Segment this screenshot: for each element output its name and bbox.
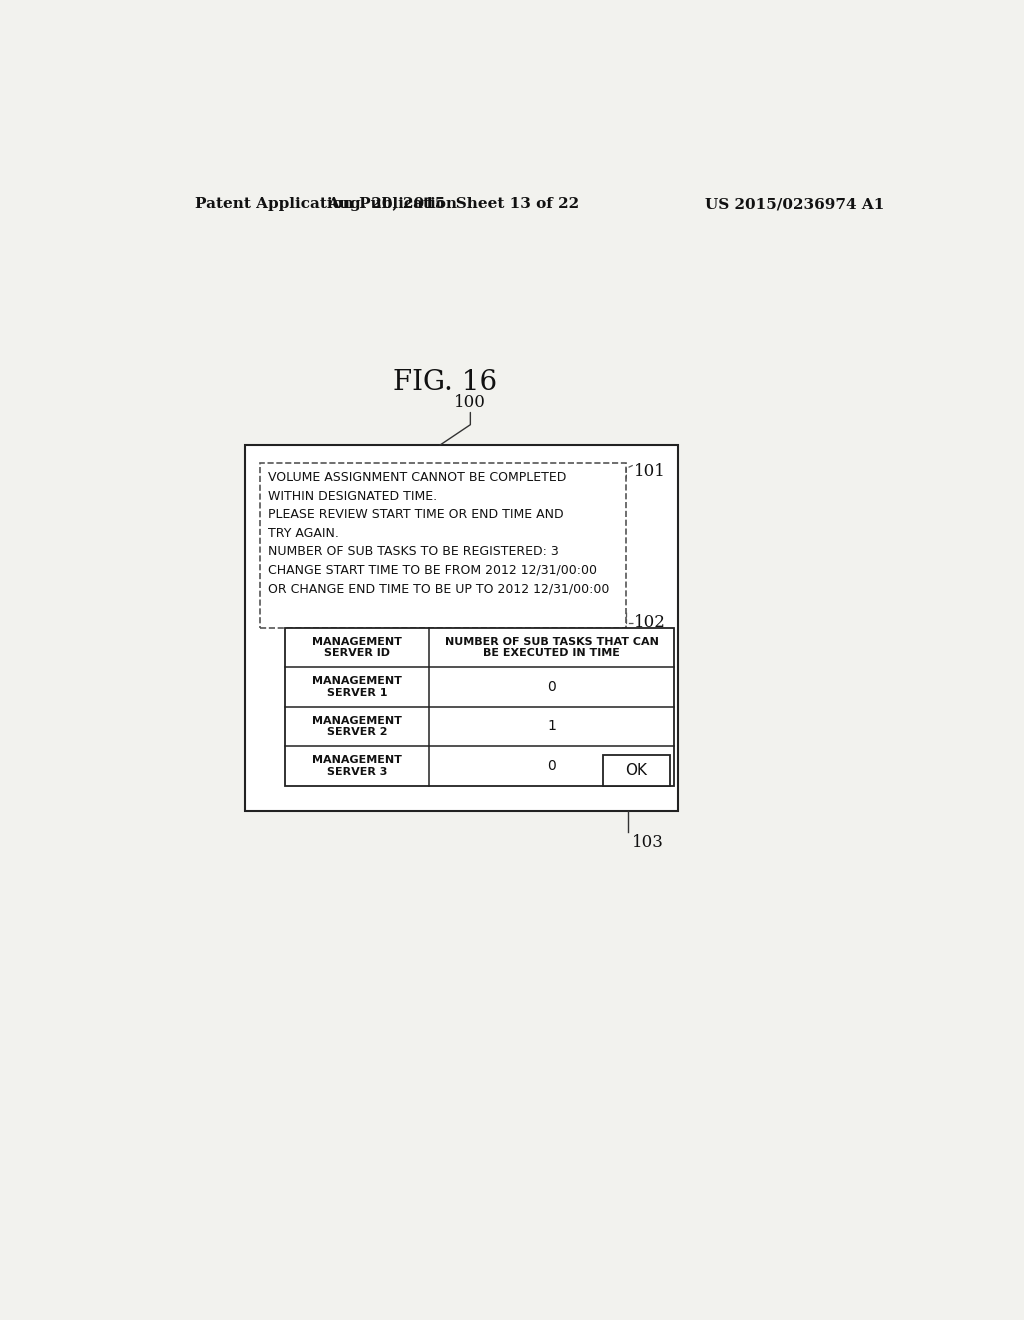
Text: 1: 1: [547, 719, 556, 734]
Text: VOLUME ASSIGNMENT CANNOT BE COMPLETED
WITHIN DESIGNATED TIME.
PLEASE REVIEW STAR: VOLUME ASSIGNMENT CANNOT BE COMPLETED WI…: [267, 471, 609, 595]
Text: MANAGEMENT
SERVER ID: MANAGEMENT SERVER ID: [312, 636, 402, 659]
FancyBboxPatch shape: [246, 445, 678, 810]
Text: Patent Application Publication: Patent Application Publication: [196, 197, 458, 211]
Text: 102: 102: [634, 614, 667, 631]
Text: OK: OK: [626, 763, 647, 777]
Text: Aug. 20, 2015  Sheet 13 of 22: Aug. 20, 2015 Sheet 13 of 22: [328, 197, 580, 211]
Text: MANAGEMENT
SERVER 3: MANAGEMENT SERVER 3: [312, 755, 402, 776]
FancyBboxPatch shape: [602, 755, 670, 785]
Text: 0: 0: [547, 759, 556, 772]
Text: FIG. 16: FIG. 16: [393, 368, 498, 396]
Text: NUMBER OF SUB TASKS THAT CAN
BE EXECUTED IN TIME: NUMBER OF SUB TASKS THAT CAN BE EXECUTED…: [444, 636, 658, 659]
Text: 0: 0: [547, 680, 556, 694]
Text: MANAGEMENT
SERVER 2: MANAGEMENT SERVER 2: [312, 715, 402, 738]
Text: US 2015/0236974 A1: US 2015/0236974 A1: [705, 197, 885, 211]
Text: MANAGEMENT
SERVER 1: MANAGEMENT SERVER 1: [312, 676, 402, 698]
Text: 103: 103: [633, 834, 665, 851]
FancyBboxPatch shape: [260, 463, 627, 628]
Text: 100: 100: [455, 395, 486, 412]
Text: 101: 101: [634, 463, 667, 480]
FancyBboxPatch shape: [285, 628, 674, 785]
